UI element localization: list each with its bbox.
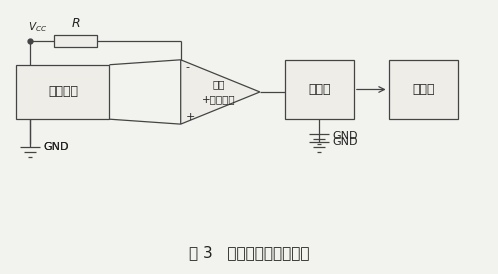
Polygon shape bbox=[181, 60, 260, 124]
Text: $V_{CC}$: $V_{CC}$ bbox=[28, 20, 47, 34]
Text: +放大电路: +放大电路 bbox=[202, 94, 235, 104]
Text: GND: GND bbox=[43, 142, 69, 152]
Text: +: + bbox=[186, 112, 195, 122]
Text: GND: GND bbox=[332, 137, 358, 147]
Text: 图 3   传感器信号发生装置: 图 3 传感器信号发生装置 bbox=[189, 245, 309, 260]
Bar bbox=[16, 65, 110, 119]
Bar bbox=[54, 35, 97, 47]
Text: GND: GND bbox=[332, 131, 358, 141]
Text: GND: GND bbox=[43, 142, 69, 152]
Text: 霍尔元件: 霍尔元件 bbox=[48, 85, 78, 98]
Text: 差分: 差分 bbox=[212, 79, 225, 89]
Text: 单片机: 单片机 bbox=[412, 83, 434, 96]
Text: $R$: $R$ bbox=[71, 17, 80, 30]
Text: 滤波器: 滤波器 bbox=[308, 83, 331, 96]
Text: -: - bbox=[186, 62, 190, 72]
Bar bbox=[388, 60, 458, 119]
Bar bbox=[285, 60, 354, 119]
